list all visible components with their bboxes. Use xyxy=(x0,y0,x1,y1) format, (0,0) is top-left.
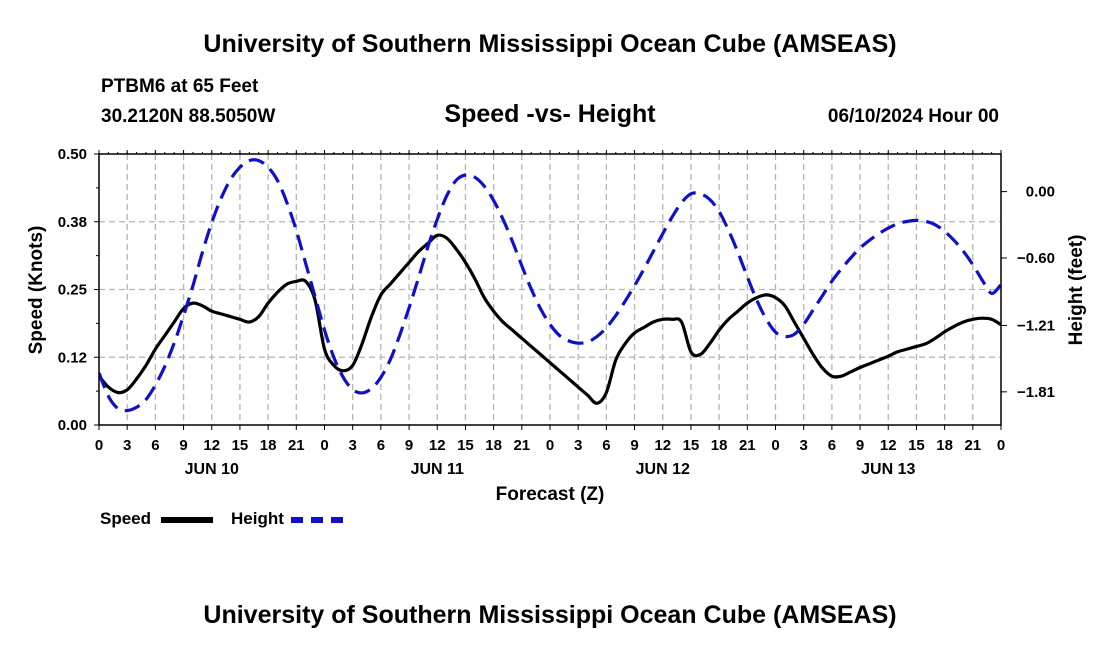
legend-speed-swatch xyxy=(161,517,213,523)
y-right-tick-label: −0.60 xyxy=(1017,250,1055,267)
y-right-tick-label: −1.81 xyxy=(1017,384,1055,401)
x-tick-label: 6 xyxy=(151,437,159,454)
chart-subtitle: Speed -vs- Height xyxy=(444,100,656,128)
x-tick-label: 21 xyxy=(288,437,305,454)
x-tick-label: 6 xyxy=(377,437,385,454)
datetime-label: 06/10/2024 Hour 00 xyxy=(827,106,999,127)
x-tick-label: 12 xyxy=(654,437,671,454)
grid-layer xyxy=(99,154,1001,425)
x-tick-label: 6 xyxy=(828,437,836,454)
legend-height-label: Height xyxy=(231,509,284,528)
y-left-tick-label: 0.00 xyxy=(58,417,87,434)
x-tick-label: 21 xyxy=(739,437,756,454)
x-tick-label: 18 xyxy=(260,437,277,454)
x-tick-label: 3 xyxy=(574,437,582,454)
station-label: PTBM6 at 65 Feet xyxy=(101,76,259,97)
y-right-tick-label: −1.21 xyxy=(1017,317,1055,334)
day-label: JUN 10 xyxy=(185,461,239,478)
x-tick-label: 15 xyxy=(232,437,249,454)
y-left-tick-label: 0.50 xyxy=(58,146,87,163)
x-tick-label: 0 xyxy=(546,437,554,454)
x-axis-label: Forecast (Z) xyxy=(496,484,605,505)
x-tick-label: 3 xyxy=(123,437,131,454)
x-tick-label: 3 xyxy=(349,437,357,454)
x-tick-label: 0 xyxy=(997,437,1005,454)
chart-title: University of Southern Mississippi Ocean… xyxy=(203,30,897,58)
x-tick-label: 15 xyxy=(908,437,925,454)
y-axis-label-left: Speed (Knots) xyxy=(26,226,47,355)
x-tick-label: 9 xyxy=(630,437,638,454)
day-label: JUN 13 xyxy=(861,461,915,478)
x-tick-label: 12 xyxy=(429,437,446,454)
coordinates-label: 30.2120N 88.5050W xyxy=(101,106,276,127)
x-tick-label: 3 xyxy=(800,437,808,454)
x-tick-label: 15 xyxy=(683,437,700,454)
y-right-tick-label: 0.00 xyxy=(1026,184,1055,201)
height-series-line xyxy=(99,158,1001,413)
legend-speed-label: Speed xyxy=(100,509,152,528)
series-layer xyxy=(99,158,1001,413)
x-tick-label: 12 xyxy=(880,437,897,454)
y-left-tick-label: 0.25 xyxy=(58,282,87,299)
x-tick-label: 0 xyxy=(320,437,328,454)
day-label: JUN 12 xyxy=(636,461,690,478)
legend-height-swatch xyxy=(291,517,343,523)
x-tick-label: 0 xyxy=(771,437,779,454)
x-tick-label: 18 xyxy=(711,437,728,454)
x-tick-label: 15 xyxy=(457,437,474,454)
x-tick-label: 21 xyxy=(964,437,981,454)
speed-series-line xyxy=(99,233,1001,405)
day-label: JUN 11 xyxy=(411,461,464,478)
y-axis-label-right: Height (feet) xyxy=(1066,235,1087,346)
x-tick-label: 18 xyxy=(936,437,953,454)
speed-height-chart: 0 3 6 9 12 15 18 21 0 3 6 9 12 15 18 21 0 3 6 9 12 15 18 21 0 3 6 9… xyxy=(26,146,1087,505)
footer-title: University of Southern Mississippi Ocean… xyxy=(203,601,897,629)
x-tick-label: 9 xyxy=(179,437,187,454)
y-left-tick-label: 0.12 xyxy=(58,349,87,366)
x-tick-label: 21 xyxy=(513,437,530,454)
x-tick-label: 9 xyxy=(405,437,413,454)
x-tick-label: 18 xyxy=(485,437,502,454)
y-left-tick-label: 0.38 xyxy=(58,214,87,231)
x-tick-label: 9 xyxy=(856,437,864,454)
axis-layer: 0 3 6 9 12 15 18 21 0 3 6 9 12 15 18 21 0 3 6 9 12 15 18 21 0 3 6 9… xyxy=(58,146,1055,478)
x-tick-label: 6 xyxy=(602,437,610,454)
legend-speed: Speed xyxy=(100,509,151,529)
legend-height: Height xyxy=(231,509,284,529)
x-tick-label: 0 xyxy=(95,437,103,454)
x-tick-label: 12 xyxy=(203,437,220,454)
